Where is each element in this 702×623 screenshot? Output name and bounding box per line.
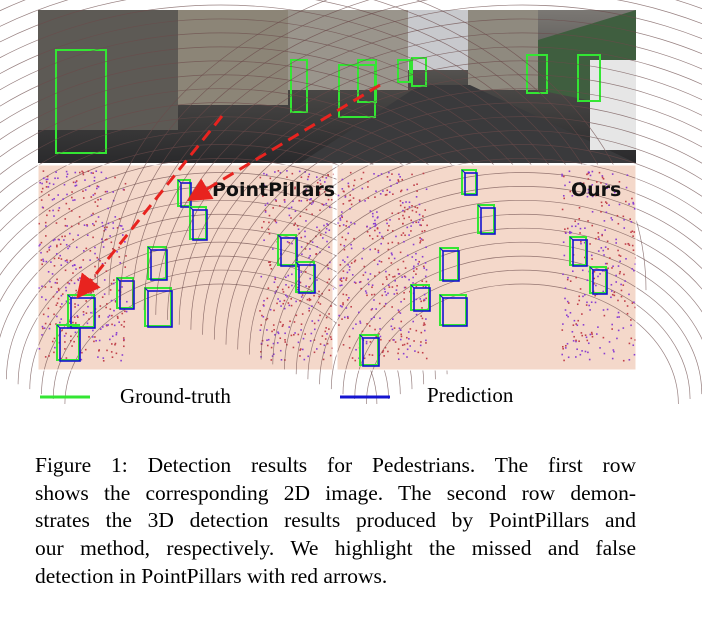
caption: Figure 1: Detection results for Pedestri… bbox=[35, 452, 636, 591]
caption-line: our method, respectively. We highlight t… bbox=[35, 536, 636, 561]
caption-line: strates the 3D detection results produce… bbox=[35, 508, 636, 533]
caption-line: shows the corresponding 2D image. The se… bbox=[35, 480, 636, 505]
point-cloud-right bbox=[96, 0, 702, 405]
caption-line: Figure 1: Detection results for Pedestri… bbox=[35, 453, 636, 477]
legend-text: Prediction bbox=[427, 383, 514, 407]
figure: PointPillars Ours Ground-truth Predictio… bbox=[0, 0, 702, 408]
legend-text: Ground-truth bbox=[120, 384, 231, 408]
red-arrows bbox=[76, 83, 381, 299]
panel-label: Ours bbox=[571, 179, 621, 201]
panel-label: PointPillars bbox=[212, 179, 335, 201]
caption-line: detection in PointPillars with red arrow… bbox=[35, 563, 388, 588]
